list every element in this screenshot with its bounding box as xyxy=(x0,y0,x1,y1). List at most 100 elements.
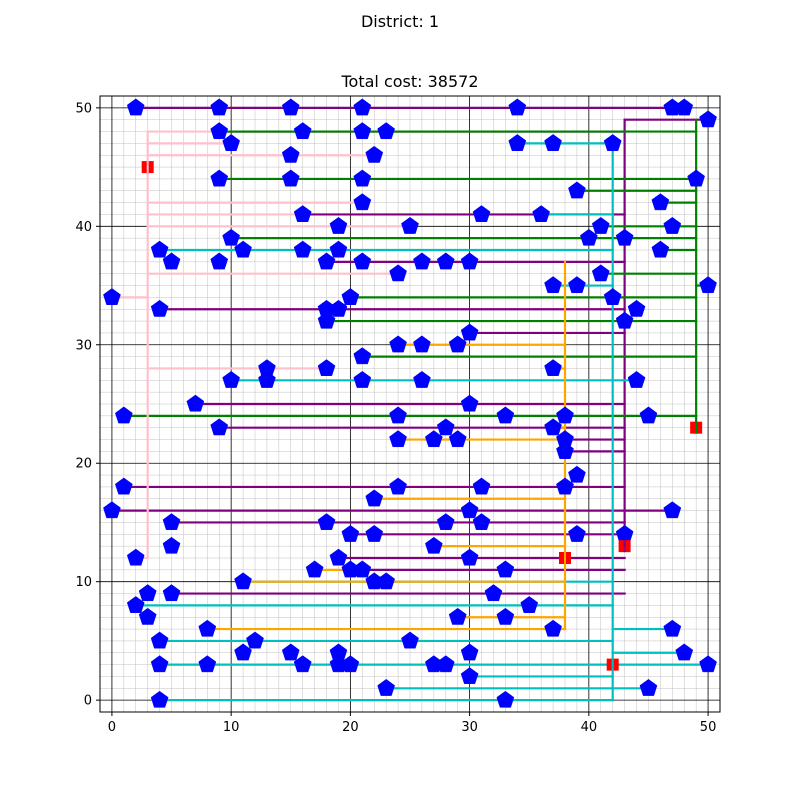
house-marker xyxy=(580,228,598,246)
house-marker xyxy=(222,134,240,151)
x-tick-label: 0 xyxy=(108,720,116,735)
house-marker xyxy=(508,134,527,151)
house-marker xyxy=(460,501,479,519)
x-tick-label: 50 xyxy=(700,720,717,735)
house-marker xyxy=(222,228,240,246)
house-marker xyxy=(544,619,562,637)
house-marker xyxy=(210,98,229,116)
house-marker xyxy=(162,584,181,602)
house-marker xyxy=(568,524,586,542)
house-marker xyxy=(281,98,300,116)
house-marker xyxy=(341,655,360,673)
house-marker xyxy=(460,252,479,270)
house-marker xyxy=(436,418,455,436)
house-marker xyxy=(520,596,539,613)
house-marker xyxy=(150,299,169,317)
house-marker xyxy=(126,596,145,613)
house-marker xyxy=(138,584,157,602)
house-marker xyxy=(615,228,634,246)
house-marker xyxy=(365,524,384,542)
plot-title: Total cost: 38572 xyxy=(341,72,479,91)
hub-markers xyxy=(141,161,703,671)
x-tick-label: 40 xyxy=(581,720,598,735)
house-marker xyxy=(603,288,622,305)
house-marker xyxy=(425,536,443,554)
house-marker xyxy=(103,288,121,305)
house-marker xyxy=(699,110,717,128)
house-marker xyxy=(317,359,336,376)
house-marker xyxy=(162,252,181,270)
house-marker xyxy=(150,690,169,708)
house-marker xyxy=(329,216,348,234)
house-marker xyxy=(353,347,372,365)
house-marker xyxy=(460,643,479,661)
house-marker xyxy=(317,513,336,530)
house-marker xyxy=(150,655,169,673)
house-marker xyxy=(186,394,205,412)
house-marker xyxy=(413,370,431,388)
y-tick-label: 20 xyxy=(75,457,92,472)
house-marker xyxy=(198,655,217,673)
figure-suptitle: District: 1 xyxy=(360,12,440,31)
house-marker xyxy=(389,430,407,448)
house-marker xyxy=(103,501,121,519)
house-markers xyxy=(103,98,717,708)
house-marker xyxy=(460,667,479,684)
house-marker xyxy=(568,465,586,483)
house-marker xyxy=(568,276,586,294)
house-marker xyxy=(651,193,670,211)
house-marker xyxy=(460,323,479,341)
axis-ticks: 0 0 10 10 20 20 30 30 40 40 50 50 xyxy=(75,101,716,735)
house-marker xyxy=(544,134,562,151)
house-marker xyxy=(413,335,431,353)
house-marker xyxy=(389,335,407,353)
house-marker xyxy=(365,145,384,163)
house-marker xyxy=(699,276,717,294)
house-marker xyxy=(663,216,682,234)
house-marker xyxy=(556,477,574,495)
house-marker xyxy=(126,548,145,566)
y-tick-label: 30 xyxy=(75,338,92,353)
house-marker xyxy=(126,98,145,116)
house-marker xyxy=(353,122,372,140)
house-marker xyxy=(603,134,622,151)
house-marker xyxy=(460,394,479,412)
axes-frame xyxy=(99,95,721,713)
house-marker xyxy=(150,631,169,649)
house-marker xyxy=(293,205,312,222)
house-marker xyxy=(556,442,574,459)
house-marker xyxy=(198,619,217,637)
house-marker xyxy=(281,643,300,661)
house-marker xyxy=(377,122,395,140)
house-marker xyxy=(639,678,658,696)
house-marker xyxy=(496,560,515,578)
house-marker xyxy=(353,193,372,211)
house-marker xyxy=(675,643,694,661)
house-marker xyxy=(627,299,646,317)
house-marker xyxy=(556,406,574,424)
house-marker xyxy=(448,430,467,448)
house-marker xyxy=(448,607,467,625)
house-marker xyxy=(436,655,455,673)
house-marker xyxy=(210,169,229,187)
house-marker xyxy=(115,477,133,495)
house-marker xyxy=(389,477,407,495)
house-marker xyxy=(222,370,240,388)
house-marker xyxy=(472,205,491,222)
house-marker xyxy=(687,169,705,187)
house-marker xyxy=(627,370,646,388)
house-marker xyxy=(365,489,384,507)
house-marker xyxy=(293,655,312,673)
house-marker xyxy=(401,631,419,649)
house-marker xyxy=(246,631,264,649)
house-marker xyxy=(162,513,181,530)
house-marker xyxy=(615,524,634,542)
house-marker xyxy=(436,252,455,270)
house-marker xyxy=(615,311,634,329)
house-marker xyxy=(329,240,348,258)
house-marker xyxy=(377,678,395,696)
house-marker xyxy=(293,240,312,258)
house-marker xyxy=(508,98,527,116)
x-tick-label: 20 xyxy=(342,720,359,735)
